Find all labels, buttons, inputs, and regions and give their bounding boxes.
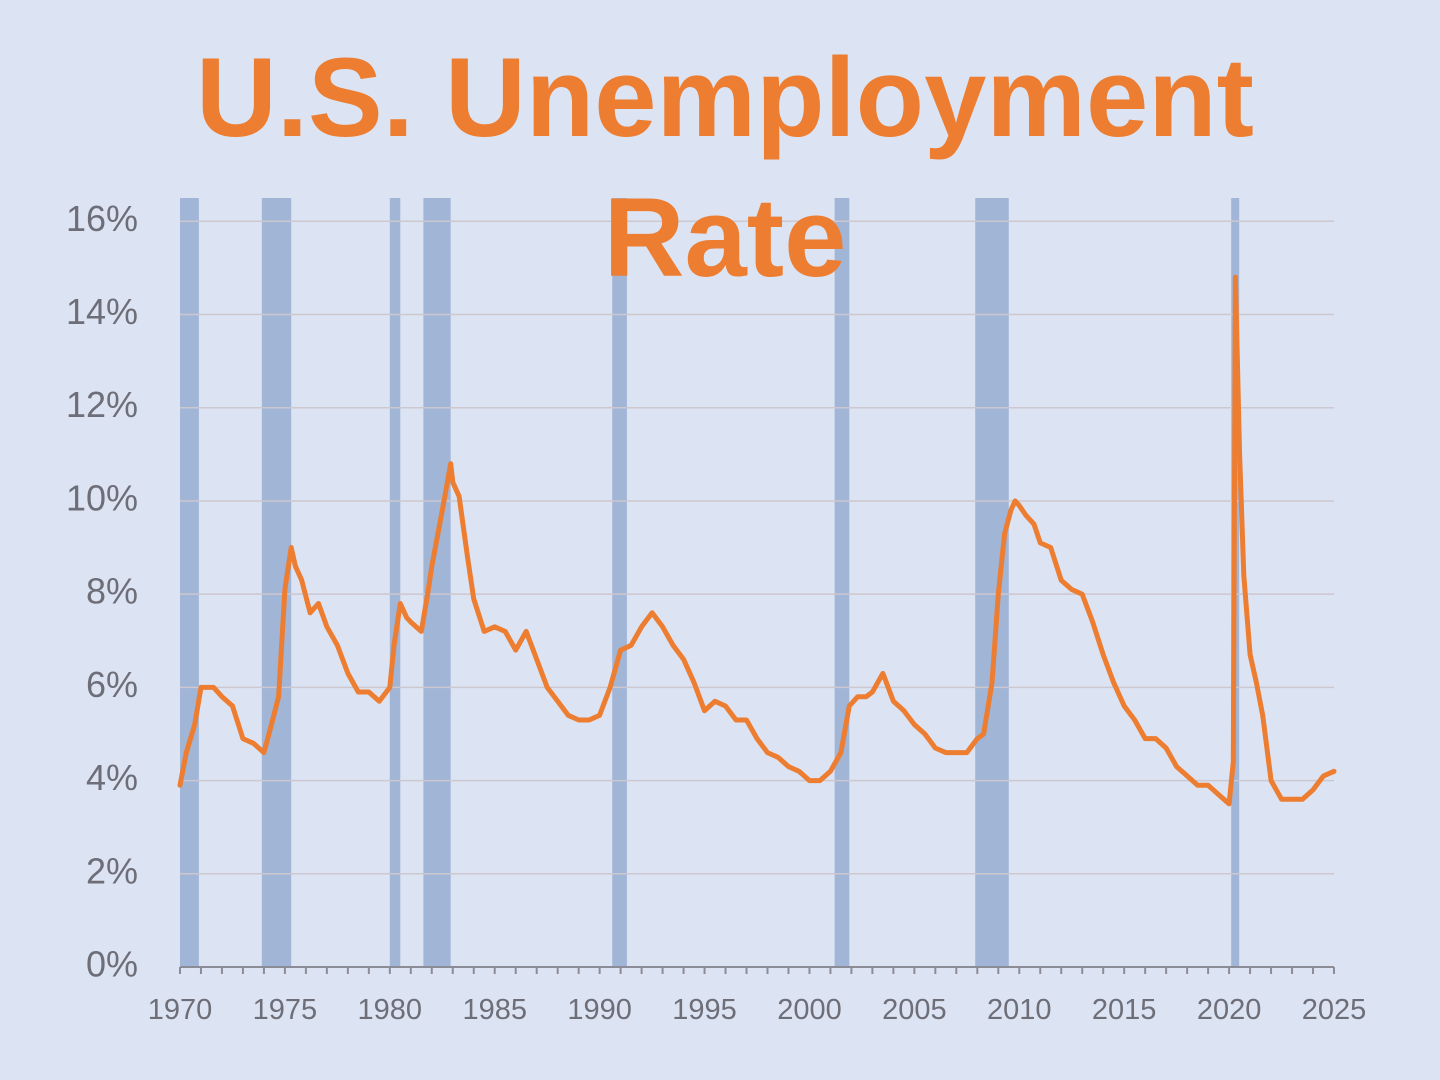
gridlines <box>180 220 1334 875</box>
x-tick-label-1985: 1985 <box>462 994 527 1026</box>
y-axis-tick-labels: 0% 2% 4% 6% 8% 10% 12% 14% 16% <box>66 198 138 985</box>
x-axis <box>179 966 1335 974</box>
recession-band-5 <box>834 198 850 967</box>
recession-band-0 <box>180 198 199 967</box>
y-tick-label-6: 6% <box>86 664 138 705</box>
chart-title-line-1: U.S. Unemployment <box>196 35 1254 160</box>
x-tick-label-1970: 1970 <box>148 994 213 1026</box>
chart-title-line-2: Rate <box>604 175 847 300</box>
y-tick-label-2: 2% <box>86 850 138 891</box>
y-tick-label-0: 0% <box>86 944 138 985</box>
x-tick-label-2025: 2025 <box>1302 994 1367 1026</box>
recession-band-6 <box>975 198 1009 967</box>
recession-band-2 <box>389 198 401 967</box>
x-tick-label-1995: 1995 <box>672 994 737 1026</box>
recession-band-4 <box>612 198 627 967</box>
x-tick-label-1975: 1975 <box>253 994 318 1026</box>
y-tick-label-16: 16% <box>66 198 138 239</box>
y-tick-label-8: 8% <box>86 571 138 612</box>
x-tick-label-2020: 2020 <box>1197 994 1262 1026</box>
x-tick-label-2015: 2015 <box>1092 994 1157 1026</box>
y-tick-label-14: 14% <box>66 291 138 332</box>
x-tick-label-2010: 2010 <box>987 994 1052 1026</box>
chart-title: U.S. Unemployment Rate <box>196 35 1254 300</box>
x-axis-tick-labels: 1970 1975 1980 1985 1990 1995 2000 2005 2010 2015… <box>148 994 1367 1026</box>
y-tick-label-4: 4% <box>86 757 138 798</box>
y-tick-label-10: 10% <box>66 477 138 518</box>
series-layer <box>177 274 1337 807</box>
x-tick-label-1980: 1980 <box>358 994 423 1026</box>
x-tick-label-1990: 1990 <box>567 994 632 1026</box>
y-tick-label-12: 12% <box>66 384 138 425</box>
x-tick-label-2005: 2005 <box>882 994 947 1026</box>
x-tick-label-2000: 2000 <box>777 994 842 1026</box>
series-line-0 <box>177 274 1337 807</box>
